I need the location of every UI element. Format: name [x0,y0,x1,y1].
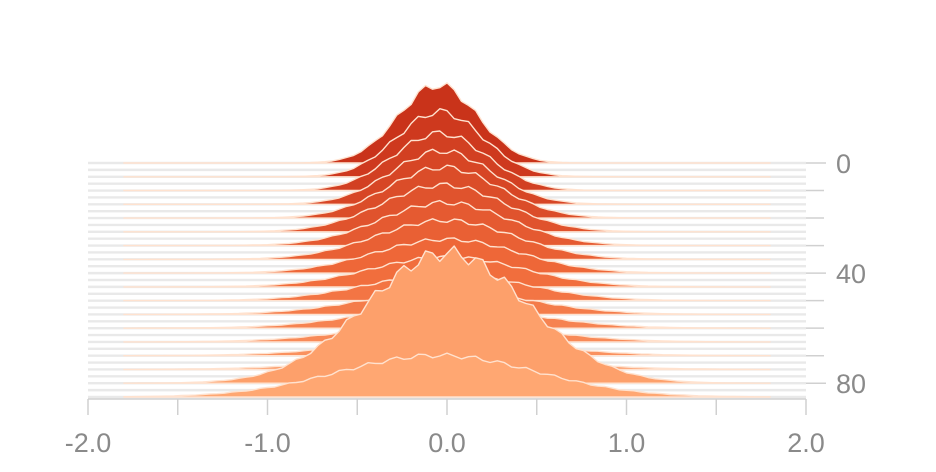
x-tick-label: -2.0 [65,428,112,458]
y-tick-label: 80 [836,369,866,399]
x-tick-label: -1.0 [244,428,291,458]
x-tick-label: 0.0 [428,428,466,458]
distribution-areas [123,82,771,398]
x-tick-label: 2.0 [787,428,825,458]
distribution-step-80 [123,245,771,384]
x-axis: -2.0 -1.0 0.0 1.0 2.0 [65,398,825,458]
y-axis: 0 40 80 [806,149,866,399]
x-tick-label: 1.0 [608,428,646,458]
distribution-step-85 [123,352,771,398]
y-tick-label: 0 [836,149,851,179]
y-tick-label: 40 [836,259,866,289]
